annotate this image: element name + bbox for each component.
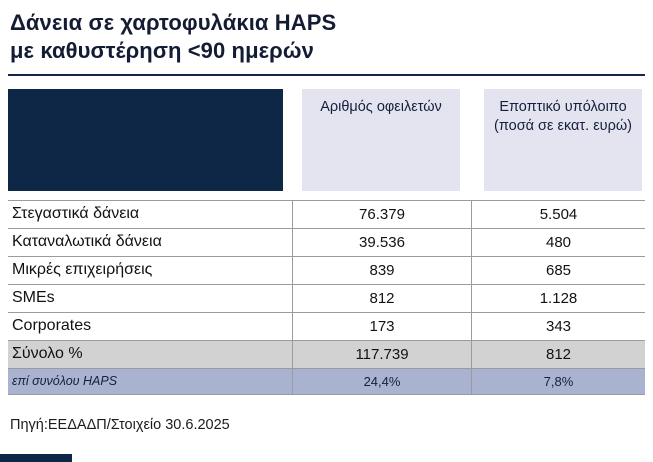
table-body: Στεγαστικά δάνεια 76.379 5.504 Καταναλωτ… bbox=[8, 199, 645, 395]
page-title-line2: με καθυστέρηση <90 ημερών bbox=[10, 37, 314, 63]
page-title-line1: Δάνεια σε χαρτοφυλάκια HAPS bbox=[10, 10, 337, 35]
row-label: Corporates bbox=[12, 317, 92, 335]
column-header-balance: Εποπτικό υπόλοιπο (ποσά σε εκατ. ευρώ) bbox=[484, 88, 642, 191]
balance-value: 5.504 bbox=[471, 200, 645, 228]
balance-value: 812 bbox=[471, 340, 645, 368]
table-row: SMEs 812 1.128 bbox=[8, 284, 645, 313]
table-row: Καταναλωτικά δάνεια 39.536 480 bbox=[8, 228, 645, 257]
source-note: Πηγή:ΕΕΔΑΔΠ/Στοιχείο 30.6.2025 bbox=[10, 416, 230, 433]
title-divider bbox=[8, 73, 645, 76]
table-corner-box bbox=[8, 88, 283, 191]
balance-value: 343 bbox=[471, 312, 645, 340]
debtors-value: 173 bbox=[292, 312, 471, 340]
debtors-value: 839 bbox=[292, 256, 471, 284]
row-label: Καταναλωτικά δάνεια bbox=[12, 233, 162, 251]
table-header-row: Αριθμός οφειλετών Εποπτικό υπόλοιπο (ποσ… bbox=[8, 88, 645, 191]
table-row-share-of-haps: επί συνόλου HAPS 24,4% 7,8% bbox=[8, 368, 645, 395]
column-header-debtors: Αριθμός οφειλετών bbox=[302, 88, 460, 191]
bottom-accent-bar bbox=[0, 454, 72, 462]
table-row: Μικρές επιχειρήσεις 839 685 bbox=[8, 256, 645, 285]
balance-value: 480 bbox=[471, 228, 645, 256]
table-row: Corporates 173 343 bbox=[8, 312, 645, 341]
balance-value: 1.128 bbox=[471, 284, 645, 312]
debtors-value: 39.536 bbox=[292, 228, 471, 256]
row-label: Στεγαστικά δάνεια bbox=[12, 205, 140, 223]
row-label: SMEs bbox=[12, 289, 55, 307]
table-row: Στεγαστικά δάνεια 76.379 5.504 bbox=[8, 200, 645, 229]
debtors-value: 24,4% bbox=[292, 368, 471, 394]
row-label: επί συνόλου HAPS bbox=[12, 374, 118, 389]
table-row-total: Σύνολο % 117.739 812 bbox=[8, 340, 645, 369]
page-title: Δάνεια σε χαρτοφυλάκια HAPS με καθυστέρη… bbox=[0, 0, 653, 65]
debtors-value: 117.739 bbox=[292, 340, 471, 368]
row-label: Μικρές επιχειρήσεις bbox=[12, 261, 153, 279]
balance-value: 7,8% bbox=[471, 368, 645, 394]
balance-value: 685 bbox=[471, 256, 645, 284]
row-label: Σύνολο % bbox=[12, 345, 83, 363]
debtors-value: 812 bbox=[292, 284, 471, 312]
debtors-value: 76.379 bbox=[292, 200, 471, 228]
